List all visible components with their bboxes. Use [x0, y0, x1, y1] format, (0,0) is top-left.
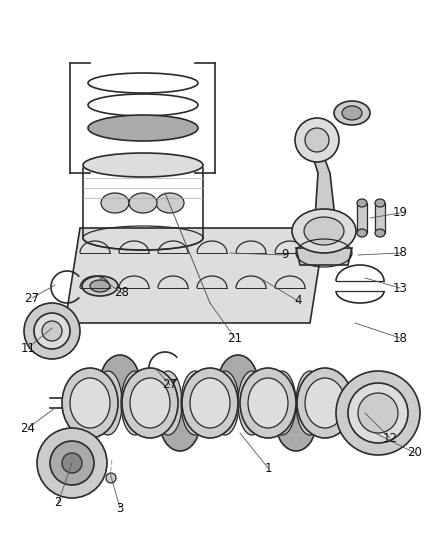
Ellipse shape — [154, 371, 182, 435]
Ellipse shape — [297, 368, 353, 438]
Text: 27: 27 — [25, 292, 39, 304]
Text: 19: 19 — [392, 206, 407, 220]
Ellipse shape — [62, 368, 118, 438]
Text: 2: 2 — [54, 497, 62, 510]
Text: 12: 12 — [382, 432, 398, 445]
Ellipse shape — [94, 371, 122, 435]
Ellipse shape — [348, 383, 408, 443]
Polygon shape — [296, 248, 352, 265]
Text: 21: 21 — [227, 332, 243, 344]
Ellipse shape — [305, 128, 329, 152]
Ellipse shape — [276, 395, 316, 451]
Polygon shape — [300, 133, 335, 235]
Bar — [357, 203, 367, 233]
Ellipse shape — [357, 229, 367, 237]
Text: 11: 11 — [21, 342, 35, 354]
Ellipse shape — [334, 101, 370, 125]
Ellipse shape — [336, 371, 420, 455]
Text: 20: 20 — [408, 447, 422, 459]
Text: 28: 28 — [115, 287, 130, 300]
Ellipse shape — [375, 199, 385, 207]
Ellipse shape — [238, 371, 266, 435]
Ellipse shape — [90, 280, 110, 292]
Ellipse shape — [24, 303, 80, 359]
Ellipse shape — [160, 395, 200, 451]
Text: 1: 1 — [264, 462, 272, 474]
Ellipse shape — [292, 209, 356, 253]
Ellipse shape — [248, 378, 288, 428]
Text: 27: 27 — [162, 378, 177, 392]
Text: 4: 4 — [294, 295, 302, 308]
Ellipse shape — [357, 199, 367, 207]
Polygon shape — [65, 228, 325, 323]
Ellipse shape — [305, 378, 345, 428]
Ellipse shape — [304, 217, 344, 245]
Ellipse shape — [342, 106, 362, 120]
Ellipse shape — [62, 453, 82, 473]
Ellipse shape — [101, 193, 129, 213]
Text: 24: 24 — [21, 422, 35, 434]
Ellipse shape — [82, 276, 118, 296]
Ellipse shape — [240, 368, 296, 438]
Ellipse shape — [42, 321, 62, 341]
Ellipse shape — [296, 371, 324, 435]
Ellipse shape — [100, 355, 140, 411]
Ellipse shape — [182, 368, 238, 438]
Text: 18: 18 — [392, 332, 407, 344]
Text: 13: 13 — [392, 281, 407, 295]
Ellipse shape — [190, 378, 230, 428]
Ellipse shape — [37, 428, 107, 498]
Ellipse shape — [50, 441, 94, 485]
Text: 3: 3 — [117, 502, 124, 514]
Ellipse shape — [129, 193, 157, 213]
Ellipse shape — [295, 118, 339, 162]
Ellipse shape — [121, 371, 149, 435]
Ellipse shape — [375, 229, 385, 237]
Ellipse shape — [218, 355, 258, 411]
Ellipse shape — [181, 371, 209, 435]
Ellipse shape — [130, 378, 170, 428]
Ellipse shape — [34, 313, 70, 349]
Ellipse shape — [83, 153, 203, 177]
Ellipse shape — [122, 368, 178, 438]
Ellipse shape — [106, 473, 116, 483]
Ellipse shape — [358, 393, 398, 433]
Ellipse shape — [70, 378, 110, 428]
Text: 9: 9 — [281, 248, 289, 262]
Bar — [375, 203, 385, 233]
Ellipse shape — [268, 371, 296, 435]
Text: 18: 18 — [392, 246, 407, 260]
Ellipse shape — [211, 371, 239, 435]
Ellipse shape — [88, 115, 198, 141]
Ellipse shape — [156, 193, 184, 213]
